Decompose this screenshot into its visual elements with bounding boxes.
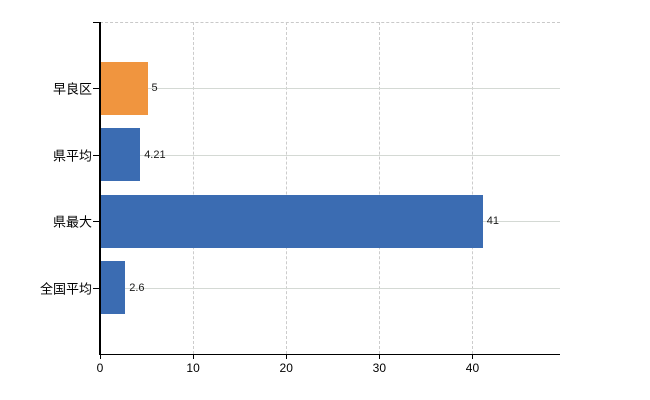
x-gridline (472, 22, 474, 354)
value-label: 41 (486, 215, 500, 228)
plot-top-border (100, 22, 560, 23)
y-axis-tick (93, 287, 100, 289)
x-gridline (286, 22, 288, 354)
y-axis-tick (93, 221, 100, 223)
x-axis-tick (193, 355, 195, 359)
x-axis-tick (472, 355, 474, 359)
value-label: 4.21 (144, 148, 166, 161)
y-axis-top-tick (93, 22, 100, 23)
category-label: 県平均 (52, 148, 92, 164)
bar-全国平均 (101, 261, 126, 315)
category-label: 早良区 (52, 81, 92, 97)
x-tick-label: 0 (96, 361, 104, 375)
x-axis-line (99, 354, 560, 355)
category-gridline (100, 154, 560, 156)
y-axis-tick (93, 88, 100, 90)
x-gridline (379, 22, 381, 354)
x-tick-label: 10 (186, 361, 200, 375)
x-axis-tick (100, 355, 101, 359)
category-gridline (100, 287, 560, 289)
x-gridline (193, 22, 195, 354)
bar-早良区 (101, 61, 148, 115)
x-axis-tick (379, 355, 381, 359)
x-tick-label: 30 (372, 361, 387, 375)
y-axis-tick (93, 154, 100, 156)
bar-県最大 (101, 194, 483, 248)
value-label: 5 (151, 82, 158, 95)
x-tick-label: 40 (465, 361, 480, 375)
category-gridline (100, 88, 560, 90)
value-label: 2.6 (129, 281, 145, 294)
bar-県平均 (101, 128, 141, 182)
y-axis-line (99, 22, 101, 355)
x-tick-label: 20 (279, 361, 293, 375)
category-label: 全国平均 (39, 281, 92, 297)
x-axis-tick (286, 355, 288, 359)
category-label: 県最大 (52, 214, 92, 230)
